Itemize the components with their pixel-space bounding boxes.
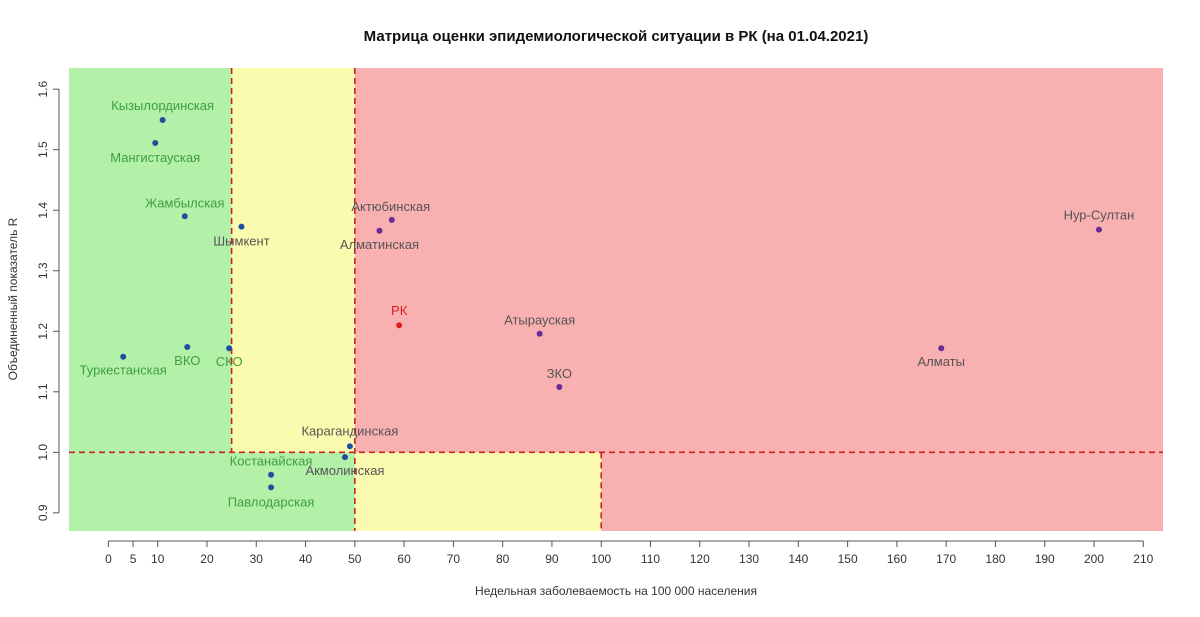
x-tick-label: 70 — [447, 552, 461, 566]
y-tick-label: 1.0 — [36, 444, 50, 461]
x-tick-label: 90 — [545, 552, 559, 566]
data-point — [152, 140, 159, 147]
data-point — [120, 353, 127, 360]
data-point — [536, 330, 543, 337]
x-tick-label: 0 — [105, 552, 112, 566]
data-point-label: Карагандинская — [301, 423, 398, 438]
data-point-label: ВКО — [174, 353, 200, 368]
x-tick-label: 60 — [397, 552, 411, 566]
x-tick-label: 10 — [151, 552, 165, 566]
data-point-label: Алматы — [918, 354, 965, 369]
y-tick-label: 1.3 — [36, 262, 50, 279]
data-point-label: Жамбылская — [145, 195, 224, 210]
y-tick-label: 0.9 — [36, 504, 50, 521]
data-point-label: Актюбинская — [351, 199, 430, 214]
x-tick-label: 50 — [348, 552, 362, 566]
x-tick-label: 160 — [887, 552, 907, 566]
data-point — [938, 345, 945, 352]
data-point-label: Нур-Султан — [1064, 208, 1135, 223]
x-tick-label: 20 — [200, 552, 214, 566]
x-tick-label: 130 — [739, 552, 759, 566]
x-tick-label: 110 — [641, 552, 660, 566]
zone-rect-1 — [231, 68, 355, 453]
data-point-label: Атырауская — [504, 313, 575, 328]
x-tick-label: 40 — [299, 552, 313, 566]
data-point — [346, 443, 353, 450]
data-point-label: Шымкент — [213, 234, 269, 249]
x-tick-label: 100 — [591, 552, 611, 566]
x-tick-label: 170 — [936, 552, 956, 566]
zones-layer — [69, 68, 1163, 531]
data-point-label: СКО — [216, 354, 243, 369]
data-point-label: Туркестанская — [80, 363, 167, 378]
zone-rect-4 — [354, 452, 602, 531]
data-point — [1095, 226, 1102, 233]
y-tick-label: 1.4 — [36, 202, 50, 219]
x-tick-label: 120 — [690, 552, 710, 566]
x-tick-label: 150 — [838, 552, 858, 566]
threshold-lines — [69, 68, 1163, 531]
y-tick-label: 1.6 — [36, 81, 50, 98]
data-point-label: Кызылординская — [111, 98, 214, 113]
data-point — [238, 223, 245, 230]
x-axis-label: Недельная заболеваемость на 100 000 насе… — [475, 584, 757, 598]
data-point — [226, 345, 233, 352]
data-point-label: Павлодарская — [228, 494, 315, 509]
data-point — [159, 117, 166, 124]
x-tick-label: 30 — [250, 552, 264, 566]
data-point — [396, 322, 403, 329]
zone-rect-2 — [354, 68, 1163, 453]
data-point — [184, 344, 191, 351]
x-tick-label: 210 — [1133, 552, 1153, 566]
data-point-label: РК — [391, 303, 408, 318]
data-point — [341, 454, 348, 461]
x-tick-label: 180 — [985, 552, 1005, 566]
points-layer: Кызылординская Мангистауская Жамбылская Шым… — [80, 98, 1135, 509]
y-axis-label: Объединенный показатель R — [6, 217, 20, 380]
zone-rect-3 — [69, 452, 355, 531]
data-point — [388, 216, 395, 223]
data-point — [181, 213, 188, 220]
data-point — [376, 227, 383, 234]
x-tick-label: 140 — [788, 552, 808, 566]
data-point-label: Костанайская — [230, 454, 313, 469]
data-point — [268, 471, 275, 478]
y-tick-label: 1.2 — [36, 323, 50, 340]
y-tick-label: 1.1 — [36, 383, 50, 400]
data-point — [268, 484, 275, 491]
x-tick-label: 200 — [1084, 552, 1104, 566]
data-point-label: Алматинская — [340, 237, 419, 252]
zone-rect-5 — [601, 452, 1163, 531]
x-tick-label: 80 — [496, 552, 510, 566]
data-point-label: Мангистауская — [110, 150, 200, 165]
chart-title: Матрица оценки эпидемиологической ситуац… — [364, 28, 869, 45]
axes-layer: 0 5 10 20 30 40 50 60 70 80 90 100 110 120 130 140 150 16… — [36, 81, 1154, 566]
x-tick-label: 190 — [1035, 552, 1055, 566]
y-tick-label: 1.5 — [36, 141, 50, 158]
zone-rect-0 — [69, 68, 232, 453]
data-point-label: Акмолинская — [305, 463, 384, 478]
data-point-label: ЗКО — [547, 366, 572, 381]
data-point — [556, 383, 563, 390]
x-tick-label: 5 — [130, 552, 137, 566]
